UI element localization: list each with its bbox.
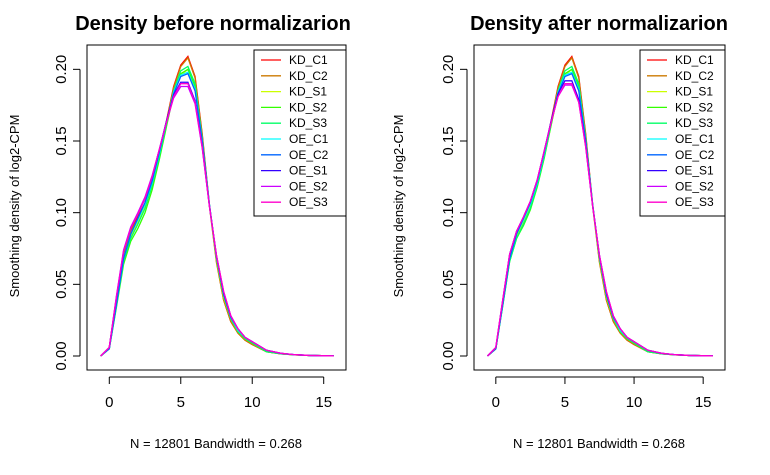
- density-curves: [487, 55, 713, 357]
- legend-label: OE_S2: [675, 179, 714, 193]
- legend-label: KD_S3: [289, 116, 327, 130]
- density-line-oe-s3: [487, 83, 713, 357]
- x-tick-label: 10: [626, 394, 643, 411]
- y-axis-label: Smoothing density of log2-CPM: [391, 115, 406, 298]
- legend-label: KD_S2: [675, 100, 713, 114]
- density-line-kd-s3: [100, 65, 334, 357]
- legend-label: OE_C2: [675, 148, 715, 162]
- x-tick-label: 15: [315, 394, 332, 411]
- chart-title: Density before normalizarion: [75, 13, 351, 35]
- x-tick-label: 0: [105, 394, 113, 411]
- legend-box: [253, 49, 347, 217]
- chart-title: Density after normalizarion: [470, 13, 728, 35]
- y-tick-label: 0.20: [53, 55, 70, 84]
- legend-label: OE_S3: [675, 195, 714, 209]
- legend-label: KD_S3: [675, 116, 713, 130]
- x-tick-label: 5: [177, 394, 185, 411]
- legend-label: OE_C2: [289, 148, 329, 162]
- y-axis-label: Smoothing density of log2-CPM: [7, 115, 22, 298]
- density-line-oe-s3: [100, 83, 334, 357]
- y-tick-label: 0.15: [440, 126, 457, 155]
- legend-label: KD_S1: [289, 85, 327, 99]
- x-axis-label: N = 12801 Bandwidth = 0.268: [513, 436, 685, 451]
- legend-label: OE_S1: [289, 164, 328, 178]
- legend-label: OE_S1: [675, 164, 714, 178]
- panel-after-normalization: Density after normalizarion N = 12801 Ba…: [391, 13, 728, 451]
- y-tick-label: 0.00: [440, 341, 457, 370]
- y-tick-label: 0.10: [53, 198, 70, 227]
- density-curves: [100, 55, 334, 357]
- y-tick-label: 0.10: [440, 198, 457, 227]
- legend-box: [639, 49, 726, 217]
- y-tick-label: 0.20: [440, 55, 457, 84]
- legend-label: KD_S1: [675, 85, 713, 99]
- y-tick-label: 0.05: [440, 270, 457, 299]
- legend-label: KD_C1: [289, 53, 328, 67]
- legend-label: KD_C2: [675, 69, 714, 83]
- x-axis-label: N = 12801 Bandwidth = 0.268: [130, 436, 302, 451]
- legend-label: KD_C2: [289, 69, 328, 83]
- legend-label: OE_C1: [289, 132, 329, 146]
- legend-label: OE_S3: [289, 195, 328, 209]
- x-tick-label: 5: [561, 394, 569, 411]
- panel-before-normalization: Density before normalizarion N = 12801 B…: [7, 13, 351, 451]
- legend-label: OE_C1: [675, 132, 715, 146]
- legend-label: OE_S2: [289, 179, 328, 193]
- density-line-kd-s3: [487, 65, 713, 357]
- legend-label: KD_S2: [289, 100, 327, 114]
- y-tick-label: 0.15: [53, 126, 70, 155]
- y-tick-label: 0.00: [53, 341, 70, 370]
- y-tick-label: 0.05: [53, 270, 70, 299]
- x-tick-label: 0: [492, 394, 500, 411]
- x-tick-label: 10: [244, 394, 261, 411]
- x-tick-label: 15: [695, 394, 712, 411]
- legend-label: KD_C1: [675, 53, 714, 67]
